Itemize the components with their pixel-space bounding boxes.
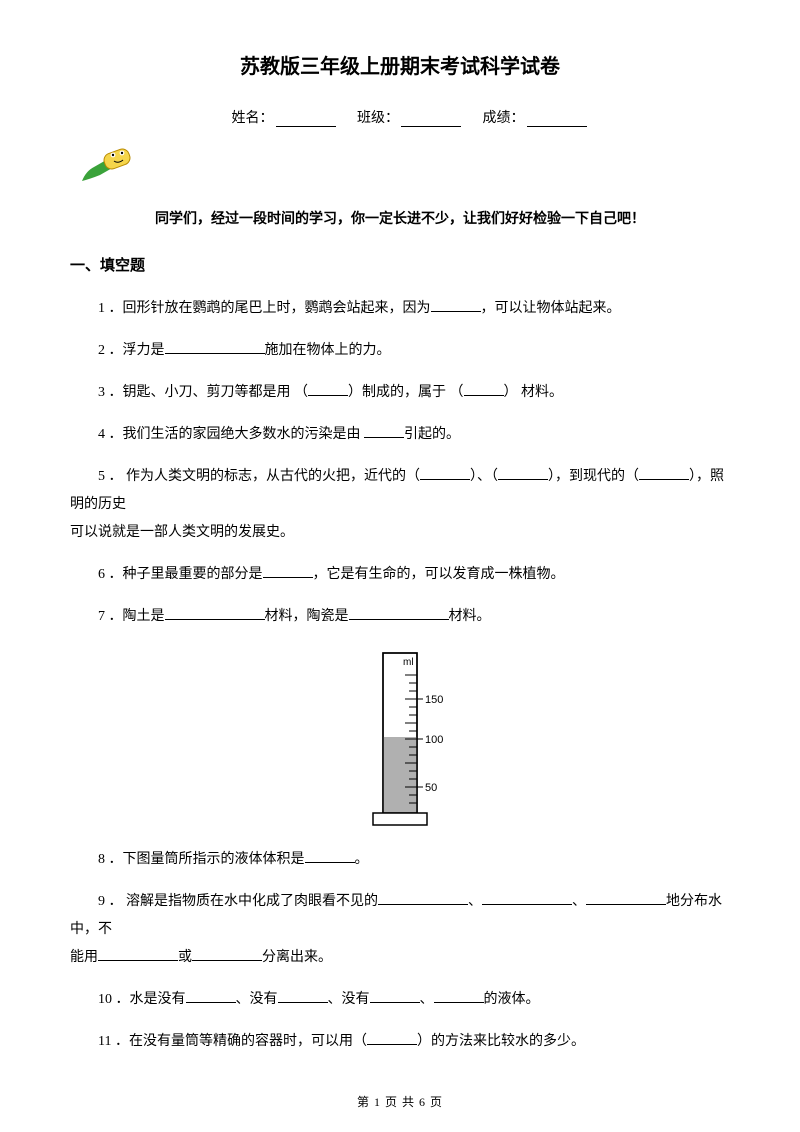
blank[interactable] bbox=[498, 466, 548, 480]
q10-text-d: 、 bbox=[420, 992, 434, 1007]
q4-text-a: 4 ．我们生活的家园绝大多数水的污染是由 bbox=[98, 427, 364, 442]
q9-text-a: 9 ． 溶解是指物质在水中化成了肉眼看不见的 bbox=[98, 894, 378, 909]
q1-text-a: 1 ．回形针放在鹦鹉的尾巴上时，鹦鹉会站起来，因为 bbox=[98, 301, 431, 316]
q9-text-c: 、 bbox=[572, 894, 586, 909]
q3-text-b: ）制成的，属于 （ bbox=[348, 385, 464, 400]
blank[interactable] bbox=[367, 1031, 417, 1045]
q6-text-a: 6 ．种子里最重要的部分是 bbox=[98, 567, 263, 582]
blank[interactable] bbox=[192, 947, 262, 961]
blank[interactable] bbox=[165, 340, 265, 354]
svg-text:50: 50 bbox=[425, 782, 437, 794]
blank[interactable] bbox=[586, 891, 666, 905]
question-11: 11 ．在没有量筒等精确的容器时，可以用（ ）的方法来比较水的多少。 bbox=[70, 1028, 730, 1056]
question-7: 7 ．陶土是 材料，陶瓷是 材料。 bbox=[70, 603, 730, 631]
pencil-icon bbox=[80, 141, 730, 190]
q5-text-a: 5 ． 作为人类文明的标志，从古代的火把，近代的（ bbox=[98, 469, 420, 484]
blank[interactable] bbox=[278, 989, 328, 1003]
score-label: 成绩： bbox=[483, 111, 525, 126]
blank[interactable] bbox=[464, 382, 504, 396]
blank[interactable] bbox=[308, 382, 348, 396]
q3-text-c: ） 材料。 bbox=[504, 385, 564, 400]
svg-text:ml: ml bbox=[403, 657, 414, 668]
class-label: 班级： bbox=[357, 111, 399, 126]
q6-text-b: ，它是有生命的，可以发育成一株植物。 bbox=[313, 567, 565, 582]
section-heading: 一、填空题 bbox=[70, 254, 730, 275]
question-2: 2 ．浮力是 施加在物体上的力。 bbox=[70, 337, 730, 365]
name-blank[interactable] bbox=[276, 113, 336, 127]
score-blank[interactable] bbox=[527, 113, 587, 127]
q7-text-b: 材料，陶瓷是 bbox=[265, 609, 349, 624]
page-title: 苏教版三年级上册期末考试科学试卷 bbox=[70, 50, 730, 79]
q4-text-b: 引起的。 bbox=[404, 427, 460, 442]
q2-text-b: 施加在物体上的力。 bbox=[265, 343, 391, 358]
question-5: 5 ． 作为人类文明的标志，从古代的火把，近代的（）、（），到现代的（），照明的… bbox=[70, 463, 730, 547]
blank[interactable] bbox=[98, 947, 178, 961]
q9-text-e: 能用 bbox=[70, 950, 98, 965]
cylinder-figure: ml 150 100 50 bbox=[70, 645, 730, 840]
q9-text-b: 、 bbox=[468, 894, 482, 909]
q8-text-a: 8 ．下图量筒所指示的液体体积是 bbox=[98, 852, 305, 867]
q5-text-b: ）、（ bbox=[470, 469, 498, 484]
question-3: 3 ．钥匙、小刀、剪刀等都是用 （ ）制成的，属于 （ ） 材料。 bbox=[70, 379, 730, 407]
q7-text-c: 材料。 bbox=[449, 609, 491, 624]
q10-text-a: 10 ．水是没有 bbox=[98, 992, 186, 1007]
blank[interactable] bbox=[349, 606, 449, 620]
class-blank[interactable] bbox=[401, 113, 461, 127]
q2-text-a: 2 ．浮力是 bbox=[98, 343, 165, 358]
blank[interactable] bbox=[378, 891, 468, 905]
name-label: 姓名： bbox=[232, 111, 274, 126]
q10-text-b: 、没有 bbox=[236, 992, 278, 1007]
blank[interactable] bbox=[434, 989, 484, 1003]
svg-text:150: 150 bbox=[425, 694, 443, 706]
q5-text-e: 可以说就是一部人类文明的发展史。 bbox=[70, 525, 294, 540]
blank[interactable] bbox=[186, 989, 236, 1003]
question-9: 9 ． 溶解是指物质在水中化成了肉眼看不见的、、地分布水中，不 能用或分离出来。 bbox=[70, 888, 730, 972]
greeting-text: 同学们，经过一段时间的学习，你一定长进不少，让我们好好检验一下自己吧！ bbox=[70, 208, 730, 228]
svg-text:100: 100 bbox=[425, 734, 443, 746]
question-1: 1 ．回形针放在鹦鹉的尾巴上时，鹦鹉会站起来，因为 ，可以让物体站起来。 bbox=[70, 295, 730, 323]
blank[interactable] bbox=[639, 466, 689, 480]
question-8: 8 ．下图量筒所指示的液体体积是 。 bbox=[70, 846, 730, 874]
q1-text-b: ，可以让物体站起来。 bbox=[481, 301, 621, 316]
q3-text-a: 3 ．钥匙、小刀、剪刀等都是用 （ bbox=[98, 385, 308, 400]
question-10: 10 ．水是没有 、没有 、没有 、 的液体。 bbox=[70, 986, 730, 1014]
q9-text-g: 分离出来。 bbox=[262, 950, 332, 965]
q10-text-e: 的液体。 bbox=[484, 992, 540, 1007]
blank[interactable] bbox=[263, 564, 313, 578]
question-6: 6 ．种子里最重要的部分是 ，它是有生命的，可以发育成一株植物。 bbox=[70, 561, 730, 589]
q5-text-c: ），到现代的（ bbox=[548, 469, 639, 484]
page-footer: 第 1 页 共 6 页 bbox=[0, 1093, 800, 1110]
q10-text-c: 、没有 bbox=[328, 992, 370, 1007]
q11-text-b: ）的方法来比较水的多少。 bbox=[417, 1034, 585, 1049]
blank[interactable] bbox=[370, 989, 420, 1003]
info-line: 姓名： 班级： 成绩： bbox=[70, 107, 730, 127]
blank[interactable] bbox=[420, 466, 470, 480]
q7-text-a: 7 ．陶土是 bbox=[98, 609, 165, 624]
q11-text-a: 11 ．在没有量筒等精确的容器时，可以用（ bbox=[98, 1034, 367, 1049]
blank[interactable] bbox=[482, 891, 572, 905]
question-4: 4 ．我们生活的家园绝大多数水的污染是由 引起的。 bbox=[70, 421, 730, 449]
q8-text-b: 。 bbox=[355, 852, 369, 867]
blank[interactable] bbox=[364, 424, 404, 438]
q9-text-f: 或 bbox=[178, 950, 192, 965]
blank[interactable] bbox=[165, 606, 265, 620]
blank[interactable] bbox=[431, 298, 481, 312]
blank[interactable] bbox=[305, 849, 355, 863]
